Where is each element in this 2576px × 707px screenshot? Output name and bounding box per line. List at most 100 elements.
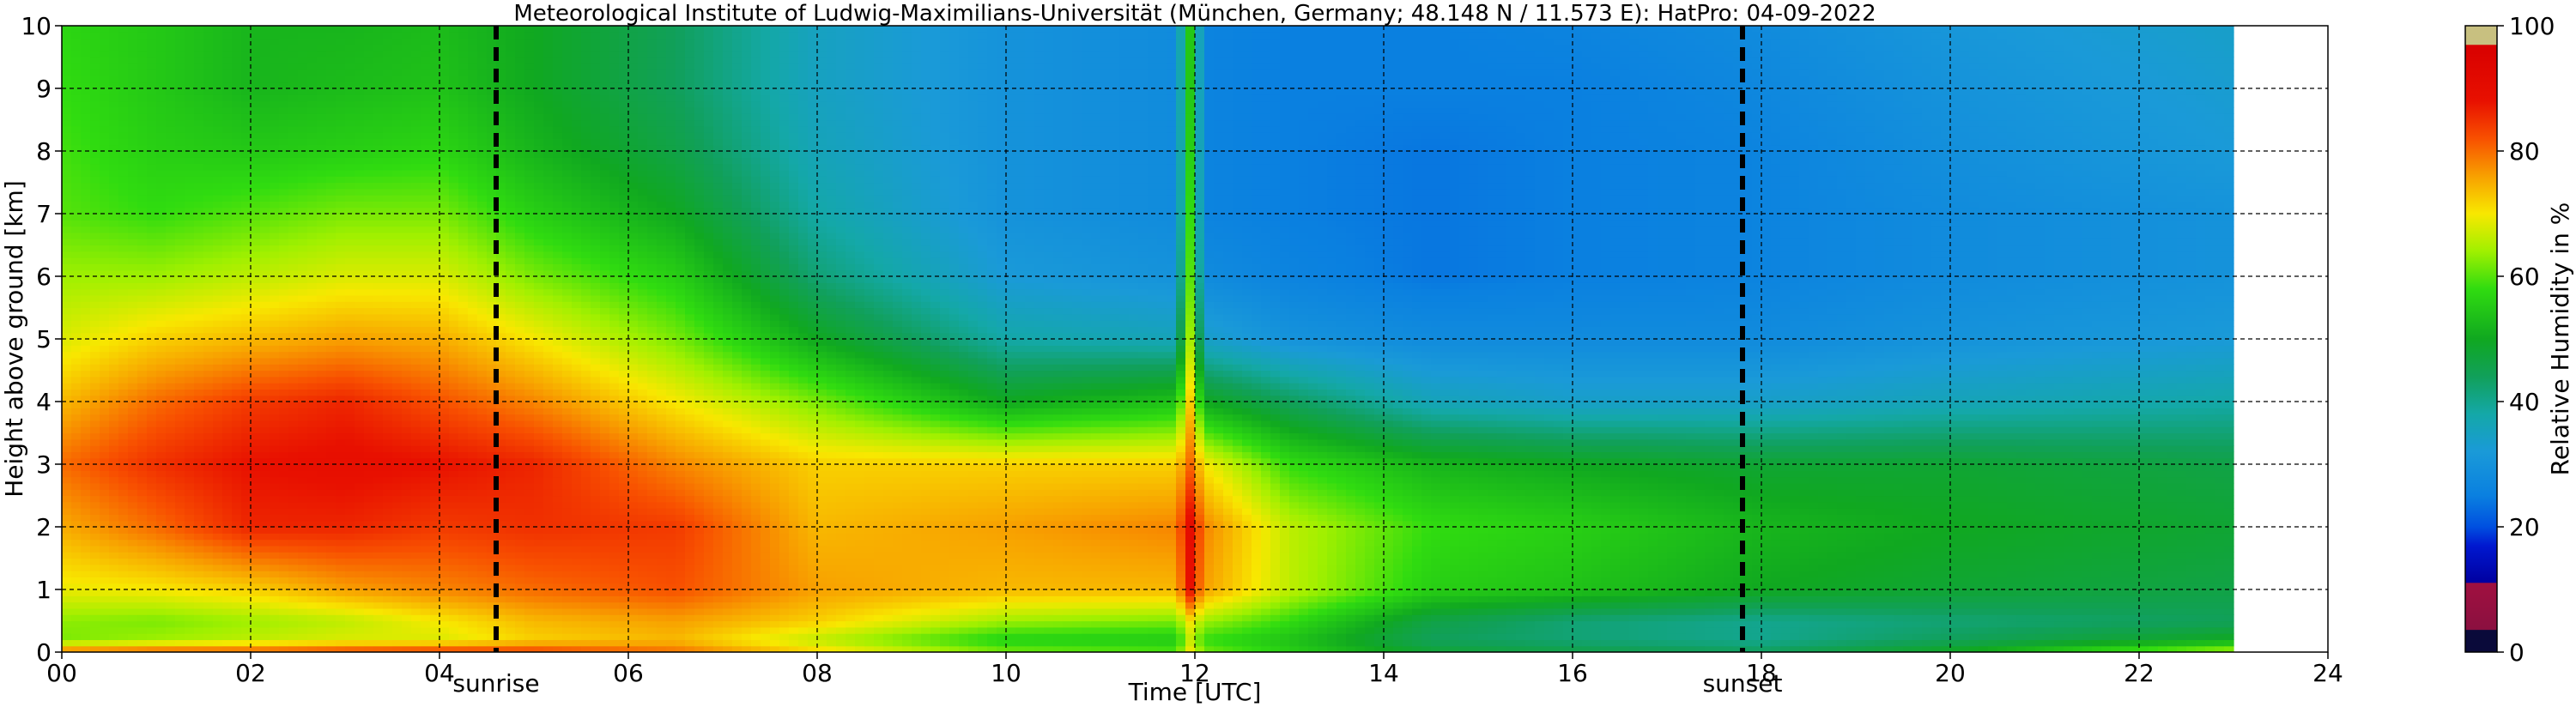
heatmap-cell bbox=[166, 371, 176, 378]
heatmap-cell bbox=[147, 439, 157, 446]
heatmap-cell bbox=[100, 639, 110, 646]
heatmap-cell bbox=[194, 308, 204, 315]
heatmap-cell bbox=[128, 170, 138, 177]
heatmap-cell bbox=[71, 420, 82, 427]
heatmap-cell bbox=[175, 201, 185, 208]
heatmap-cell bbox=[81, 101, 91, 108]
heatmap-cell bbox=[100, 633, 110, 640]
heatmap-cell bbox=[137, 439, 148, 446]
heatmap-cell bbox=[81, 339, 91, 346]
heatmap-cell bbox=[81, 301, 91, 308]
heatmap-cell bbox=[175, 621, 185, 628]
heatmap-cell bbox=[90, 502, 100, 509]
heatmap-cell bbox=[185, 113, 195, 120]
heatmap-cell bbox=[90, 533, 100, 540]
heatmap-cell bbox=[71, 383, 82, 390]
heatmap-cell bbox=[71, 552, 82, 559]
heatmap-cell bbox=[109, 45, 119, 51]
heatmap-cell bbox=[137, 214, 148, 221]
heatmap-cell bbox=[109, 502, 119, 509]
heatmap-cell bbox=[109, 627, 119, 634]
heatmap-cell bbox=[118, 51, 129, 57]
heatmap-cell bbox=[118, 577, 129, 583]
heatmap-cell bbox=[156, 339, 167, 346]
heatmap-cell bbox=[100, 489, 110, 496]
heatmap-cell bbox=[156, 602, 167, 609]
heatmap-cell bbox=[185, 377, 195, 384]
heatmap-cell bbox=[71, 639, 82, 646]
heatmap-cell bbox=[71, 263, 82, 270]
heatmap-cell bbox=[90, 107, 100, 114]
heatmap-cell bbox=[175, 170, 185, 177]
heatmap-cell bbox=[90, 602, 100, 609]
heatmap-cell bbox=[166, 63, 176, 70]
heatmap-cell bbox=[71, 301, 82, 308]
heatmap-cell bbox=[100, 88, 110, 95]
heatmap-cell bbox=[100, 339, 110, 346]
heatmap-cell bbox=[100, 63, 110, 70]
heatmap-cell bbox=[118, 113, 129, 120]
heatmap-cell bbox=[137, 508, 148, 515]
heatmap-cell bbox=[137, 633, 148, 640]
heatmap-cell bbox=[90, 402, 100, 408]
heatmap-cell bbox=[71, 26, 82, 33]
heatmap-cell bbox=[175, 420, 185, 427]
heatmap-cell bbox=[109, 540, 119, 547]
heatmap-cell bbox=[81, 320, 91, 327]
heatmap-cell bbox=[166, 251, 176, 258]
heatmap-cell bbox=[90, 164, 100, 171]
heatmap-cell bbox=[118, 220, 129, 227]
heatmap-cell bbox=[71, 308, 82, 315]
heatmap-cell bbox=[166, 94, 176, 101]
heatmap-cell bbox=[156, 514, 167, 521]
heatmap-cell bbox=[100, 113, 110, 120]
heatmap-cell bbox=[128, 326, 138, 333]
heatmap-cell bbox=[128, 308, 138, 315]
heatmap-cell bbox=[194, 420, 204, 427]
heatmap-cell bbox=[166, 257, 176, 264]
heatmap-cell bbox=[90, 214, 100, 221]
heatmap-cell bbox=[175, 120, 185, 127]
heatmap-cell bbox=[81, 276, 91, 283]
heatmap-cell bbox=[109, 57, 119, 64]
heatmap-cell bbox=[81, 514, 91, 521]
heatmap-cell bbox=[156, 176, 167, 183]
heatmap-cell bbox=[109, 176, 119, 183]
heatmap-cell bbox=[81, 621, 91, 628]
heatmap-cell bbox=[147, 477, 157, 484]
heatmap-cell bbox=[81, 126, 91, 133]
heatmap-cell bbox=[118, 439, 129, 446]
heatmap-cell bbox=[185, 420, 195, 427]
heatmap-cell bbox=[166, 239, 176, 245]
heatmap-cell bbox=[62, 420, 72, 427]
heatmap-cell bbox=[147, 559, 157, 565]
heatmap-cell bbox=[137, 470, 148, 477]
heatmap-cell bbox=[156, 571, 167, 577]
heatmap-cell bbox=[118, 352, 129, 359]
heatmap-cell bbox=[128, 94, 138, 101]
heatmap-cell bbox=[109, 233, 119, 239]
heatmap-cell bbox=[175, 627, 185, 634]
heatmap-cell bbox=[194, 445, 204, 452]
heatmap-cell bbox=[100, 308, 110, 315]
heatmap-cell bbox=[109, 183, 119, 190]
heatmap-cell bbox=[156, 414, 167, 421]
heatmap-cell bbox=[185, 51, 195, 57]
heatmap-cell bbox=[100, 464, 110, 471]
heatmap-cell bbox=[109, 408, 119, 414]
heatmap-cell bbox=[185, 389, 195, 396]
heatmap-cell bbox=[185, 559, 195, 565]
heatmap-cell bbox=[90, 51, 100, 57]
heatmap-cell bbox=[175, 57, 185, 64]
heatmap-cell bbox=[71, 314, 82, 321]
heatmap-cell bbox=[137, 201, 148, 208]
heatmap-cell bbox=[90, 451, 100, 458]
heatmap-cell bbox=[194, 540, 204, 547]
heatmap-cell bbox=[71, 364, 82, 371]
heatmap-cell bbox=[71, 533, 82, 540]
heatmap-cell bbox=[90, 470, 100, 477]
heatmap-cell bbox=[62, 120, 72, 127]
heatmap-cell bbox=[156, 377, 167, 384]
heatmap-cell bbox=[175, 389, 185, 396]
heatmap-cell bbox=[109, 251, 119, 258]
